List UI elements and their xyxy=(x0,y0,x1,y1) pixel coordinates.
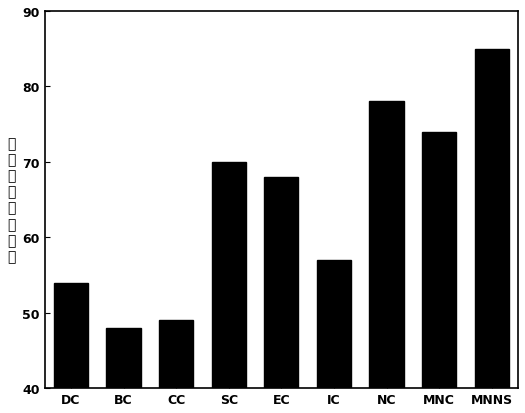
Bar xyxy=(54,283,88,413)
Bar xyxy=(264,178,298,413)
Bar xyxy=(422,132,456,413)
Y-axis label: 关
键
蛋
白
识
别
数
目: 关 键 蛋 白 识 别 数 目 xyxy=(7,137,15,263)
Bar xyxy=(212,162,246,413)
Bar xyxy=(475,50,509,413)
Bar xyxy=(370,102,404,413)
Bar xyxy=(317,260,351,413)
Bar xyxy=(159,320,193,413)
Bar xyxy=(107,328,141,413)
